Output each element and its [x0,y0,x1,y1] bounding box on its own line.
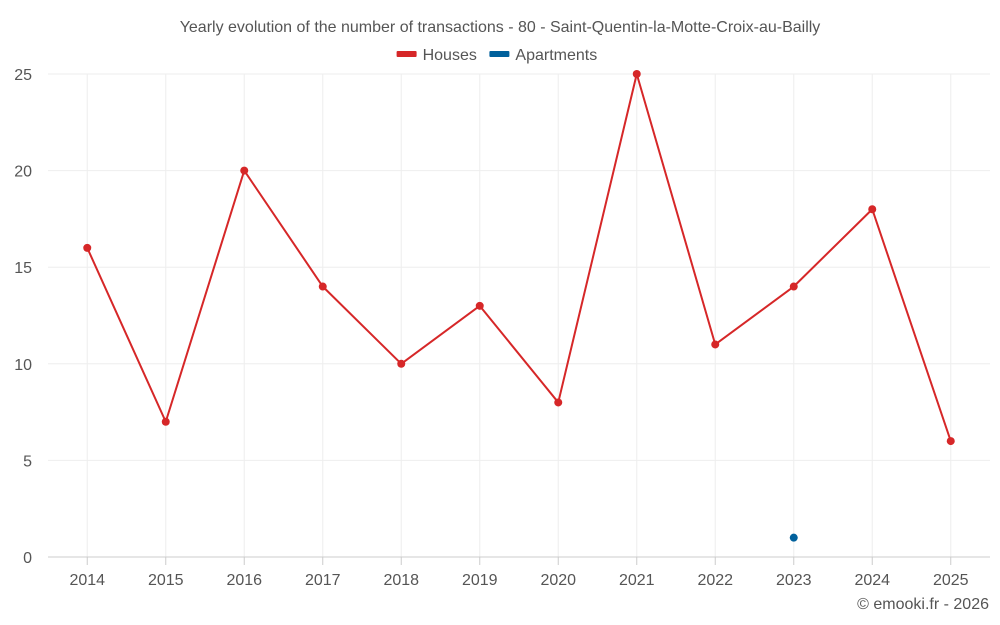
data-point-houses[interactable] [83,243,92,252]
legend-item-apartments[interactable]: Apartments [489,47,597,64]
x-axis-ticks: 2014 2015 2016 2017 2018 2019 2020 2021 2022 2023… [69,557,969,589]
y-tick-label: 10 [14,357,32,374]
y-tick-label: 15 [14,260,32,277]
y-tick-label: 0 [23,550,32,567]
data-point-houses[interactable] [711,340,720,349]
x-gridlines [86,74,952,557]
legend: Houses Apartments [396,47,597,64]
credit-text: © emooki.fr - 2026 [857,596,989,613]
y-axis-ticks: 0 5 10 15 20 25 [14,67,32,567]
legend-item-houses[interactable]: Houses [396,47,477,64]
series-houses [83,70,955,446]
data-point-houses[interactable] [240,166,249,175]
x-tick-label: 2014 [69,572,105,589]
x-tick-label: 2025 [933,572,969,589]
data-point-houses[interactable] [789,282,798,291]
y-gridlines [48,73,990,461]
x-tick-label: 2023 [776,572,812,589]
x-tick-label: 2016 [226,572,262,589]
data-point-apartments[interactable] [789,533,798,542]
x-tick-label: 2017 [305,572,341,589]
x-tick-label: 2024 [854,572,890,589]
x-tick-label: 2019 [462,572,498,589]
legend-label: Apartments [515,47,597,64]
x-tick-label: 2018 [383,572,419,589]
data-point-houses[interactable] [475,301,484,310]
data-point-houses[interactable] [554,398,563,407]
data-point-houses[interactable] [161,417,170,426]
data-point-houses[interactable] [868,205,877,214]
series-apartments [789,533,798,542]
y-tick-label: 20 [14,164,32,181]
legend-swatch [489,51,510,57]
data-point-houses[interactable] [318,282,327,291]
x-tick-label: 2022 [697,572,733,589]
x-tick-label: 2021 [619,572,655,589]
data-point-houses[interactable] [632,70,641,78]
series-layer [83,70,955,542]
legend-label: Houses [423,47,477,64]
chart-title: Yearly evolution of the number of transa… [180,19,821,36]
y-tick-label: 25 [14,67,32,84]
data-point-houses[interactable] [946,437,955,446]
data-point-houses[interactable] [397,359,406,368]
y-tick-label: 5 [23,453,32,470]
x-tick-label: 2020 [540,572,576,589]
legend-swatch [396,51,417,57]
series-line-houses [86,73,952,442]
x-tick-label: 2015 [148,572,184,589]
